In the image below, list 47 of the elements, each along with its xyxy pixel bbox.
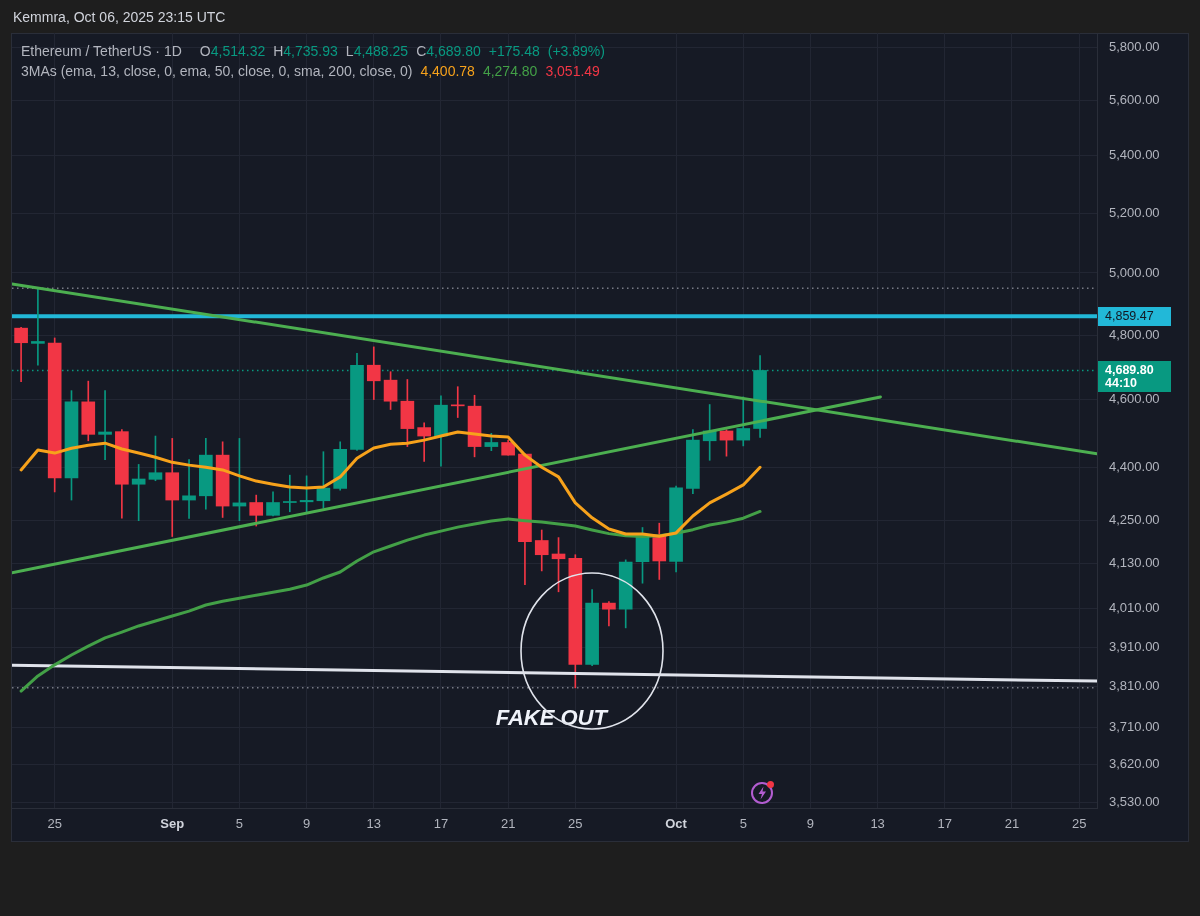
text: Kemmra, Oct 06, 2025 23:15 UTC [13, 9, 226, 25]
y-tick-label: 4,010.00 [1109, 600, 1160, 616]
candlestick [602, 601, 616, 627]
annotation: 4,400.78 [420, 63, 475, 79]
y-tick-label: 3,620.00 [1109, 756, 1160, 772]
candlestick [282, 474, 297, 513]
y-tick-label: 4,800.00 [1109, 326, 1160, 342]
candlestick [182, 459, 196, 519]
candlestick [31, 287, 45, 366]
y-tick-label: 4,250.00 [1109, 511, 1160, 527]
text: O4,514.32 H4,735.93 L4,488.25 C4,689.80 +175.48 (+3.89%) [199, 43, 605, 59]
x-tick-label: 25 [568, 816, 583, 832]
y-tick-label: 5,800.00 [1109, 38, 1160, 54]
y-tick-label: 4,600.00 [1109, 391, 1160, 407]
x-tick-label: 17 [937, 816, 953, 832]
y-tick-label: 3,710.00 [1109, 718, 1160, 734]
y-tick-label: 3,530.00 [1109, 794, 1160, 810]
y-tick-label: 4,130.00 [1109, 555, 1160, 571]
x-tick-label: 5 [235, 816, 244, 832]
y-tick-label: 5,000.00 [1109, 264, 1160, 280]
x-tick-label: 9 [806, 816, 815, 832]
x-tick-label: 13 [870, 816, 885, 832]
y-tick-label: 5,600.00 [1109, 92, 1160, 108]
ref-line-label: 4,689.80 [1105, 362, 1155, 377]
y-tick-label: 5,400.00 [1109, 147, 1160, 163]
x-tick-label: 9 [302, 816, 311, 832]
annotation: 3MAs (ema, 13, close, 0, ema, 50, close, 0, sma, 200, close, 0) [21, 63, 413, 79]
x-tick-label: 25 [47, 816, 62, 832]
x-tick-label: Oct [665, 816, 688, 832]
x-tick-label: 25 [1071, 816, 1087, 832]
x-tick-label: Sep [160, 816, 185, 832]
x-tick-label: 13 [366, 816, 382, 832]
y-tick-label: 3,810.00 [1109, 678, 1160, 694]
candlestick [98, 390, 112, 460]
annotation: 4,274.80 [482, 63, 538, 79]
x-tick-label: 21 [500, 816, 516, 832]
y-tick-label: 4,400.00 [1109, 459, 1160, 475]
y-tick-label: 3,910.00 [1109, 638, 1160, 654]
ref-line-label: 4,859.47 [1105, 308, 1155, 323]
annotation: FAKE OUT [495, 704, 609, 730]
text: Ethereum / TetherUS · 1D [21, 43, 182, 59]
x-tick-label: 17 [433, 816, 449, 832]
y-tick-label: 5,200.00 [1109, 204, 1160, 220]
x-tick-label: 5 [739, 816, 747, 832]
x-tick-label: 21 [1004, 816, 1020, 832]
text: 44:10 [1105, 375, 1137, 390]
annotation: 3,051.49 [545, 63, 600, 79]
